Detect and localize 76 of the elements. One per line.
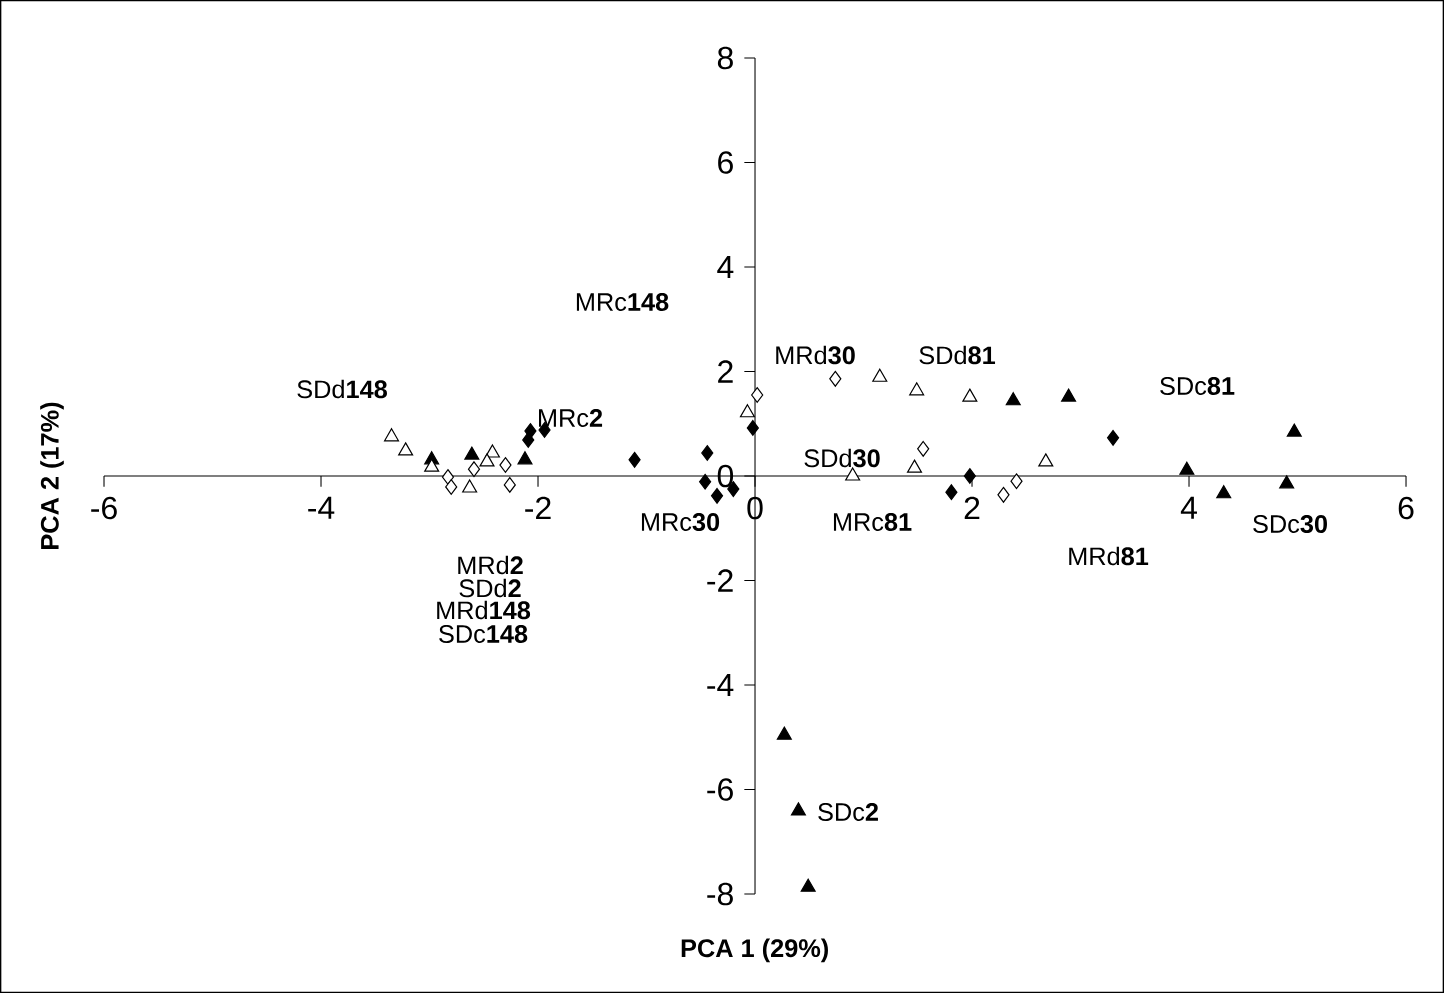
x-tick-label: -4 [308,496,335,519]
point [479,453,495,467]
annotation: MRd2 [458,555,523,575]
point [424,458,440,472]
annotation: SDc148 [439,625,528,643]
y-tick-label: 0 [717,464,734,488]
point [1286,423,1302,437]
point [628,451,641,468]
x-tick-label: -2 [525,496,551,520]
point [517,451,533,465]
point [1010,473,1023,490]
annotation: MRc81 [833,513,912,531]
point [522,432,535,448]
point [829,370,842,387]
point [1106,429,1120,446]
point [1216,485,1232,499]
point [997,486,1010,503]
point [1279,475,1295,489]
annotation: SDc81 [1160,377,1235,395]
point [909,382,925,396]
point [701,445,714,461]
point [1005,392,1021,406]
point [963,468,976,484]
annotation: SDd81 [919,345,996,365]
annotation: MRc148 [576,293,669,311]
point [398,442,414,456]
point [962,388,978,402]
point [746,419,759,436]
annotation: SDd30 [804,448,880,468]
point [1038,453,1054,467]
point [751,387,764,403]
x-tick-label: 4 [1180,496,1197,519]
annotation: MRc30 [641,513,720,531]
y-tick-label: -8 [707,882,733,906]
point [464,446,480,460]
point [503,476,516,493]
point [445,479,458,495]
point [872,368,888,382]
point [945,484,958,501]
x-tick-label: 6 [1398,496,1414,520]
point [790,802,806,816]
y-tick-label: 6 [718,151,733,174]
x-axis-title: PCA 1 (29%) [681,938,828,963]
x-tick-label: 2 [964,496,980,520]
point [710,487,724,504]
point [462,479,478,493]
annotation: MRd148 [437,600,531,620]
y-tick-label: -6 [707,778,733,801]
point [1179,461,1195,475]
y-tick-label: -4 [707,673,734,696]
point [776,726,792,740]
y-tick-label: 2 [718,360,733,383]
annotation: SDc2 [818,803,878,821]
point [917,440,930,457]
annotation: SDd148 [297,379,387,399]
point [699,473,712,490]
point [800,878,816,892]
x-tick-label: -6 [91,496,117,520]
annotation: MRd81 [1069,546,1149,566]
annotation: MRc2 [539,409,603,427]
point [499,457,512,473]
point [739,404,755,418]
point [845,467,861,481]
y-tick-label: 8 [717,46,733,70]
point [906,459,923,473]
annotation: SDc30 [1253,515,1327,533]
y-tick-label: -2 [707,569,733,592]
y-axis-title: PCA 2 (17%) [40,402,64,549]
point [384,428,400,442]
point [467,461,481,478]
x-tick-label: 0 [747,496,763,520]
annotation: MRd30 [776,345,855,365]
point [1061,388,1077,402]
y-tick-label: 4 [717,255,734,278]
point [441,469,455,485]
annotation: SDd2 [459,578,521,598]
